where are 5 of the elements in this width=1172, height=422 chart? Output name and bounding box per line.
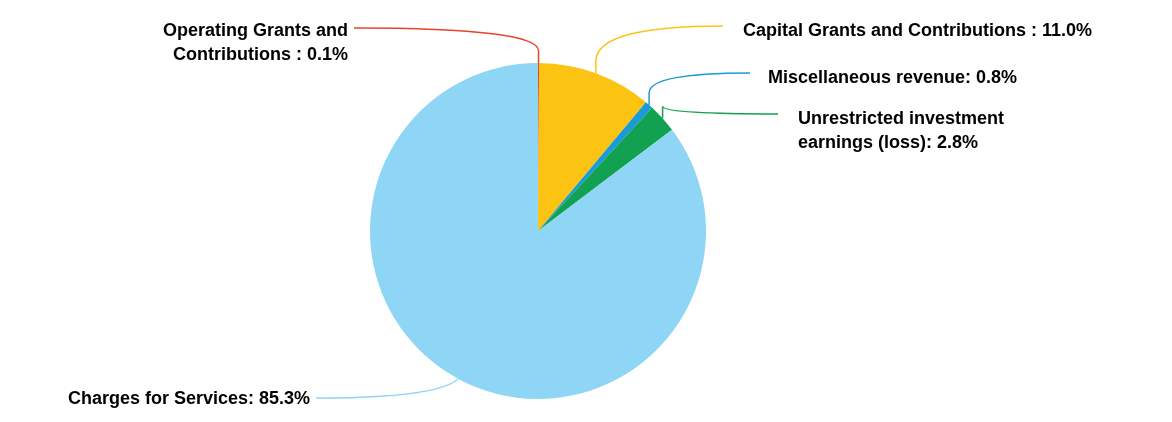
- slice-label: Capital Grants and Contributions : 11.0%: [743, 20, 1093, 40]
- slice-label: Miscellaneous revenue: 0.8%: [768, 67, 1018, 87]
- slice-label: Operating Grants and Contributions : 0.1%: [162, 20, 348, 64]
- slice-label: Unrestricted investment earnings (loss): 2.8%: [798, 108, 1005, 152]
- slice-label: Charges for Services: 85.3%: [68, 388, 311, 408]
